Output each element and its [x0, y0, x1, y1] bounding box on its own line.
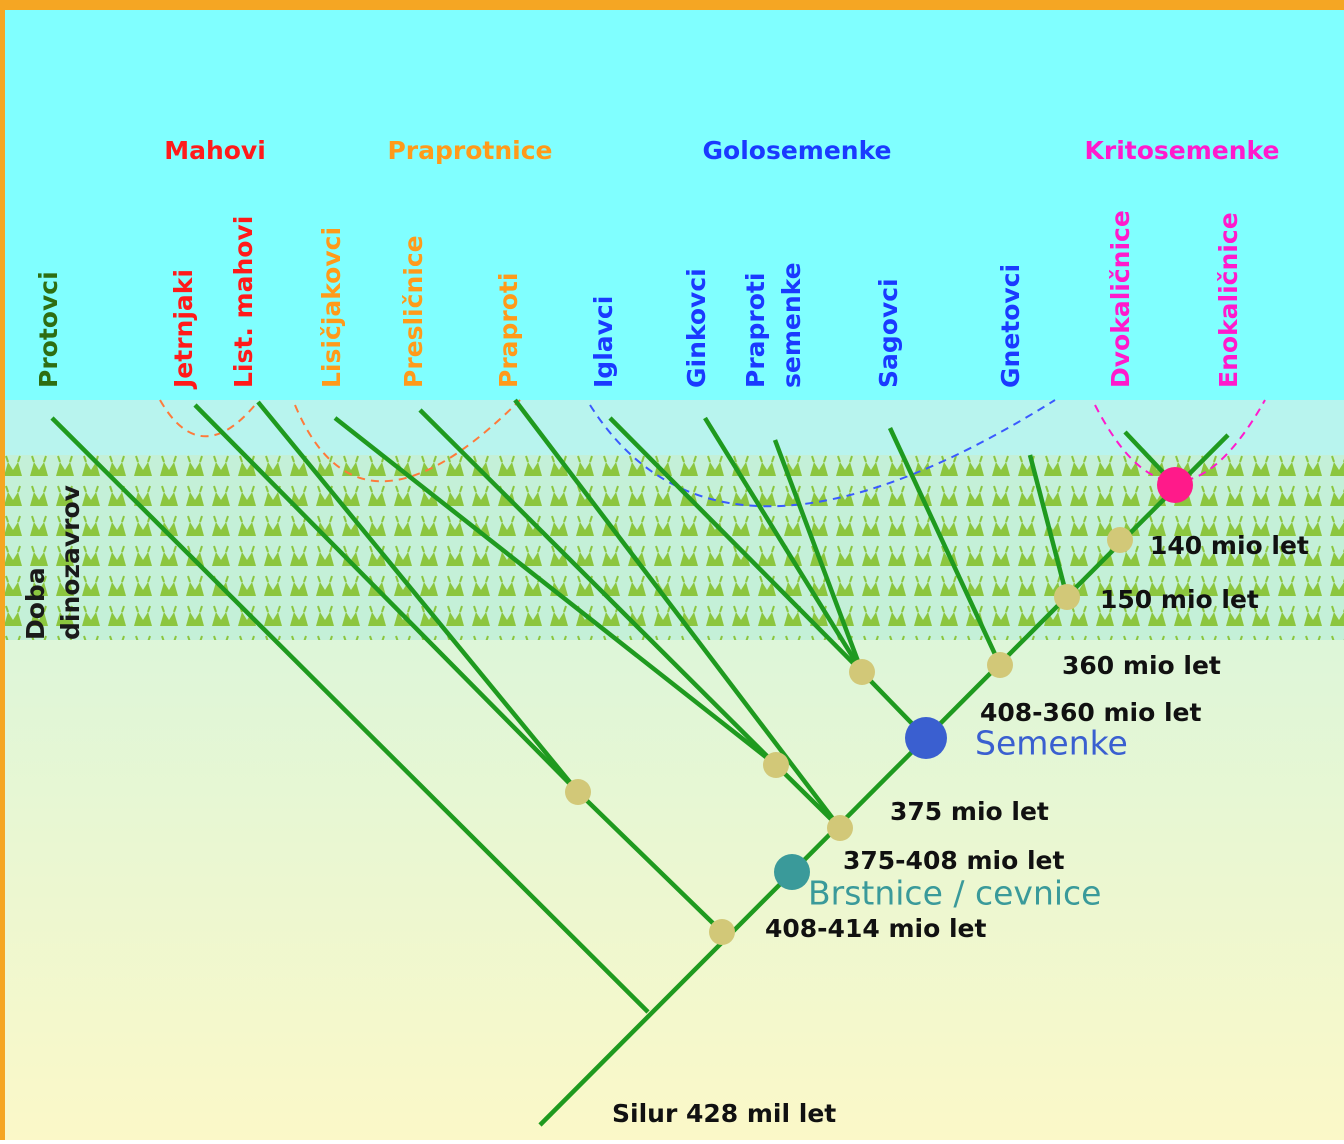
branch	[1027, 454, 1070, 598]
clade-label: Semenke	[975, 724, 1128, 763]
taxon-label: List. mahovi	[229, 216, 258, 388]
taxon-label: Gnetovci	[996, 264, 1025, 388]
arc	[159, 399, 256, 438]
nodes	[565, 467, 1193, 945]
arc	[589, 399, 1056, 508]
group-label: Praprotnice	[387, 136, 552, 165]
age-label: 408-360 mio let	[980, 698, 1201, 727]
age-label: 408-414 mio let	[765, 914, 986, 943]
taxon-label: semenke	[777, 262, 806, 388]
node-dot	[1054, 584, 1080, 610]
age-label: 150 mio let	[1100, 585, 1259, 614]
age-label: 375 mio let	[890, 797, 1049, 826]
node-dot	[709, 919, 735, 945]
branch	[333, 416, 778, 767]
node-semenke	[905, 717, 947, 759]
taxon-label: Presličnice	[399, 235, 428, 388]
taxon-label: Praproti	[741, 273, 770, 388]
branch	[193, 403, 580, 794]
taxon-label: Ginkovci	[682, 268, 711, 388]
node-dot	[987, 652, 1013, 678]
group-label: Golosemenke	[703, 136, 892, 165]
taxon-label: Dvokaličnice	[1106, 210, 1135, 388]
age-label: 140 mio let	[1150, 531, 1309, 560]
branch	[418, 408, 778, 767]
group-label: Kritosemenke	[1085, 136, 1280, 165]
node-dot	[1107, 527, 1133, 553]
node-dot	[849, 659, 875, 685]
band-gap	[5, 400, 1344, 455]
taxon-label: Jetrnjaki	[169, 269, 198, 390]
clade-label: Brstnice / cevnice	[808, 874, 1101, 913]
node-dot	[763, 752, 789, 778]
node-brstnice	[774, 854, 810, 890]
age-label: 360 mio let	[1062, 651, 1221, 680]
branch	[887, 427, 1003, 666]
node-kritosemenke	[1157, 467, 1193, 503]
labels: Mahovi Praprotnice Golosemenke Kritosemenke…	[21, 136, 1309, 1128]
age-label: Silur 428 mil let	[612, 1099, 836, 1128]
sky-band	[5, 10, 1344, 400]
branch	[703, 416, 864, 674]
branch	[772, 439, 865, 673]
taxon-label: Protovci	[34, 271, 63, 388]
taxon-label: Lisičjakovci	[317, 227, 346, 388]
branch	[256, 400, 580, 794]
taxon-label: Sagovci	[874, 278, 903, 388]
taxon-label: Iglavci	[589, 296, 618, 388]
age-label: 375-408 mio let	[843, 846, 1064, 875]
branch	[576, 790, 724, 934]
taxon-label: Enokaličnice	[1214, 212, 1243, 388]
era-label: dinozavrov	[56, 485, 85, 640]
group-label: Mahovi	[164, 136, 266, 165]
branch	[608, 416, 864, 674]
node-dot	[827, 815, 853, 841]
era-label: Doba	[21, 567, 50, 640]
node-dot	[565, 779, 591, 805]
branch	[50, 416, 650, 1014]
taxon-label: Praproti	[494, 273, 523, 388]
